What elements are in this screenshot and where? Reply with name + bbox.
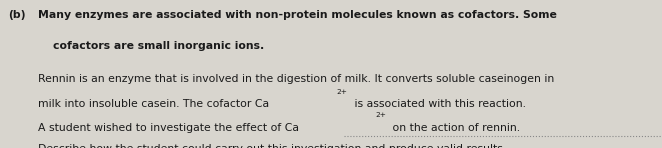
Text: on the action of rennin.: on the action of rennin. [389, 123, 520, 133]
Text: is associated with this reaction.: is associated with this reaction. [351, 99, 526, 109]
Text: 2+: 2+ [336, 89, 348, 95]
Text: Many enzymes are associated with non-protein molecules known as cofactors. Some: Many enzymes are associated with non-pro… [38, 10, 557, 20]
Text: Describe how the student could carry out this investigation and produce valid re: Describe how the student could carry out… [38, 144, 506, 148]
Text: A student wished to investigate the effect of Ca: A student wished to investigate the effe… [38, 123, 299, 133]
Text: 2+: 2+ [375, 112, 386, 119]
Text: cofactors are small inorganic ions.: cofactors are small inorganic ions. [38, 41, 265, 52]
Text: milk into insoluble casein. The cofactor Ca: milk into insoluble casein. The cofactor… [38, 99, 269, 109]
Text: (b): (b) [9, 10, 26, 20]
Text: Rennin is an enzyme that is involved in the digestion of milk. It converts solub: Rennin is an enzyme that is involved in … [38, 74, 555, 84]
